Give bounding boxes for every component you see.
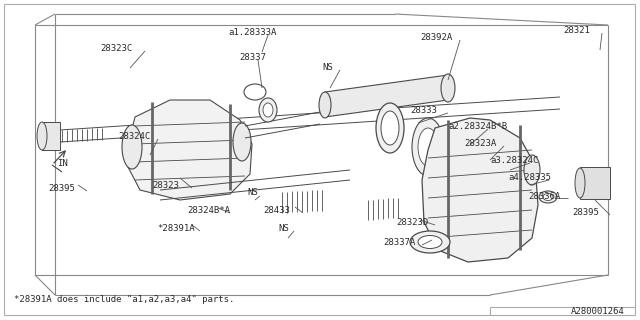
Text: 28337: 28337 — [239, 52, 266, 61]
Text: NS: NS — [247, 188, 258, 196]
Ellipse shape — [376, 103, 404, 153]
Ellipse shape — [451, 134, 489, 202]
Polygon shape — [580, 167, 610, 199]
Ellipse shape — [319, 92, 331, 118]
Text: 28321: 28321 — [563, 26, 590, 35]
Ellipse shape — [441, 74, 455, 102]
Ellipse shape — [263, 103, 273, 117]
Polygon shape — [128, 100, 252, 200]
Text: A280001264: A280001264 — [572, 307, 625, 316]
Ellipse shape — [539, 191, 557, 203]
Text: 28323C: 28323C — [100, 44, 132, 52]
Text: 28336A: 28336A — [528, 191, 560, 201]
Polygon shape — [422, 118, 538, 262]
Ellipse shape — [524, 155, 540, 185]
Ellipse shape — [410, 231, 450, 253]
Text: a3.28324C: a3.28324C — [490, 156, 538, 164]
Ellipse shape — [122, 125, 142, 169]
Ellipse shape — [457, 144, 483, 192]
Text: 28324C: 28324C — [118, 132, 150, 140]
Text: 28324B*A: 28324B*A — [187, 205, 230, 214]
Polygon shape — [325, 75, 448, 117]
Text: 28395: 28395 — [48, 183, 75, 193]
Ellipse shape — [259, 98, 277, 122]
Ellipse shape — [575, 168, 585, 198]
Ellipse shape — [477, 157, 499, 199]
Text: 28323A: 28323A — [464, 139, 496, 148]
Polygon shape — [42, 122, 60, 150]
Text: *28391A does include "a1,a2,a3,a4" parts.: *28391A does include "a1,a2,a3,a4" parts… — [14, 295, 234, 305]
Ellipse shape — [418, 128, 438, 166]
Text: 28392A: 28392A — [420, 33, 452, 42]
Text: a4.28335: a4.28335 — [508, 172, 551, 181]
Ellipse shape — [438, 136, 462, 180]
Ellipse shape — [471, 147, 505, 209]
Ellipse shape — [418, 236, 442, 249]
Text: a2.28324B*B: a2.28324B*B — [448, 122, 507, 131]
Text: IN: IN — [57, 158, 68, 167]
Text: 28395: 28395 — [572, 207, 599, 217]
Ellipse shape — [543, 194, 553, 201]
Text: 28323D: 28323D — [396, 218, 428, 227]
Text: 28337A: 28337A — [383, 237, 415, 246]
Text: a1.28333A: a1.28333A — [228, 28, 276, 36]
Ellipse shape — [37, 122, 47, 150]
Text: NS: NS — [278, 223, 289, 233]
Text: 28433: 28433 — [263, 205, 290, 214]
Ellipse shape — [233, 123, 251, 161]
Text: NS: NS — [322, 62, 333, 71]
Ellipse shape — [412, 118, 444, 176]
Ellipse shape — [381, 111, 399, 145]
Text: 28323: 28323 — [152, 180, 179, 189]
Text: 28333: 28333 — [410, 106, 437, 115]
Text: *28391A: *28391A — [157, 223, 195, 233]
Ellipse shape — [432, 126, 468, 190]
